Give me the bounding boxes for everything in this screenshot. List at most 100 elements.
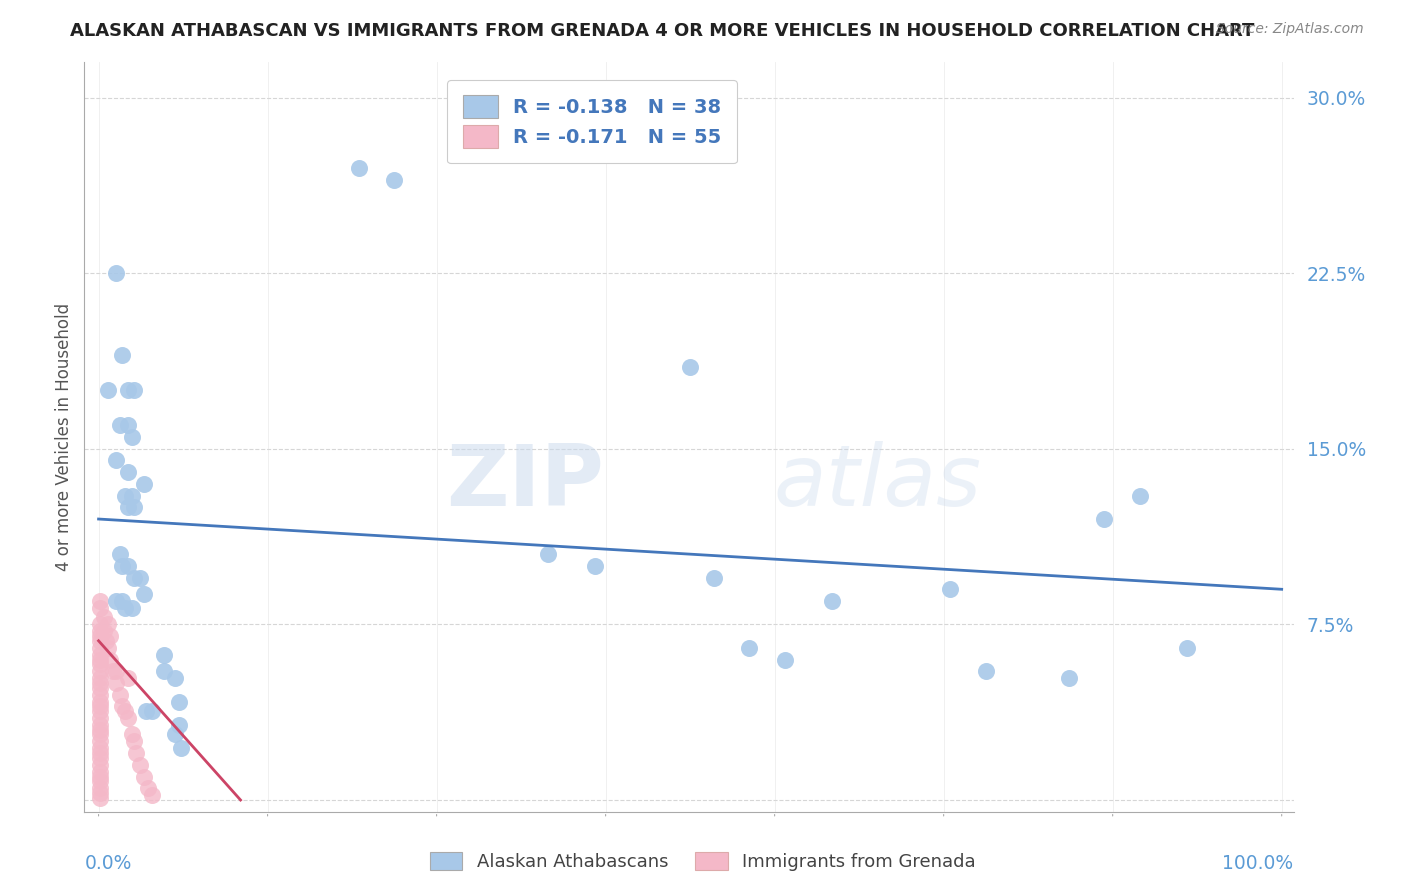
Point	[89, 786, 111, 800]
Point	[1057, 671, 1080, 685]
Point	[703, 571, 725, 585]
Point	[89, 770, 111, 784]
Point	[89, 617, 111, 632]
Point	[165, 727, 187, 741]
Point	[89, 746, 111, 760]
Point	[114, 601, 136, 615]
Point	[89, 671, 111, 685]
Point	[122, 571, 145, 585]
Point	[347, 161, 370, 175]
Point	[89, 688, 111, 702]
Point	[97, 640, 120, 655]
Point	[122, 384, 145, 398]
Point	[111, 699, 134, 714]
Point	[135, 704, 157, 718]
Point	[738, 640, 761, 655]
Point	[129, 571, 152, 585]
Point	[132, 476, 155, 491]
Point	[114, 489, 136, 503]
Point	[105, 594, 128, 608]
Point	[821, 594, 844, 608]
Point	[114, 704, 136, 718]
Point	[117, 711, 139, 725]
Point	[939, 582, 962, 597]
Point	[105, 453, 128, 467]
Point	[89, 781, 111, 796]
Point	[89, 704, 111, 718]
Point	[93, 624, 115, 639]
Point	[108, 688, 131, 702]
Point	[117, 418, 139, 433]
Point	[89, 734, 111, 748]
Point	[136, 781, 159, 796]
Point	[89, 695, 111, 709]
Point	[132, 770, 155, 784]
Point	[89, 640, 111, 655]
Point	[100, 629, 122, 643]
Point	[105, 676, 128, 690]
Point	[97, 617, 120, 632]
Point	[89, 741, 111, 756]
Point	[89, 723, 111, 737]
Point	[100, 652, 122, 666]
Point	[121, 601, 143, 615]
Point	[121, 727, 143, 741]
Point	[129, 758, 152, 772]
Point	[89, 594, 111, 608]
Point	[121, 489, 143, 503]
Point	[167, 718, 190, 732]
Point	[117, 465, 139, 479]
Point	[101, 664, 124, 679]
Point	[89, 629, 111, 643]
Text: Source: ZipAtlas.com: Source: ZipAtlas.com	[1216, 22, 1364, 37]
Point	[89, 699, 111, 714]
Point	[679, 359, 702, 374]
Point	[382, 172, 405, 186]
Point	[122, 734, 145, 748]
Point	[141, 704, 163, 718]
Point	[89, 681, 111, 695]
Point	[93, 610, 115, 624]
Point	[117, 500, 139, 515]
Text: 0.0%: 0.0%	[84, 854, 132, 873]
Point	[152, 648, 174, 662]
Point	[89, 727, 111, 741]
Point	[89, 624, 111, 639]
Point	[122, 500, 145, 515]
Point	[89, 751, 111, 765]
Point	[108, 547, 131, 561]
Legend: R = -0.138   N = 38, R = -0.171   N = 55: R = -0.138 N = 38, R = -0.171 N = 55	[447, 79, 737, 163]
Point	[167, 695, 190, 709]
Point	[165, 671, 187, 685]
Point	[89, 657, 111, 672]
Point	[1175, 640, 1198, 655]
Point	[89, 774, 111, 789]
Point	[89, 664, 111, 679]
Point	[105, 664, 128, 679]
Text: 100.0%: 100.0%	[1222, 854, 1294, 873]
Point	[97, 384, 120, 398]
Point	[89, 711, 111, 725]
Point	[89, 718, 111, 732]
Text: atlas: atlas	[773, 441, 981, 524]
Point	[89, 601, 111, 615]
Y-axis label: 4 or more Vehicles in Household: 4 or more Vehicles in Household	[55, 303, 73, 571]
Point	[974, 664, 997, 679]
Point	[117, 671, 139, 685]
Point	[537, 547, 560, 561]
Text: ALASKAN ATHABASCAN VS IMMIGRANTS FROM GRENADA 4 OR MORE VEHICLES IN HOUSEHOLD CO: ALASKAN ATHABASCAN VS IMMIGRANTS FROM GR…	[70, 22, 1254, 40]
Text: ZIP: ZIP	[447, 441, 605, 524]
Point	[170, 741, 193, 756]
Point	[111, 594, 134, 608]
Point	[105, 266, 128, 280]
Point	[585, 558, 607, 573]
Point	[125, 746, 148, 760]
Point	[132, 587, 155, 601]
Point	[89, 764, 111, 779]
Point	[89, 652, 111, 666]
Point	[89, 676, 111, 690]
Point	[111, 558, 134, 573]
Point	[152, 664, 174, 679]
Point	[94, 633, 117, 648]
Point	[111, 348, 134, 362]
